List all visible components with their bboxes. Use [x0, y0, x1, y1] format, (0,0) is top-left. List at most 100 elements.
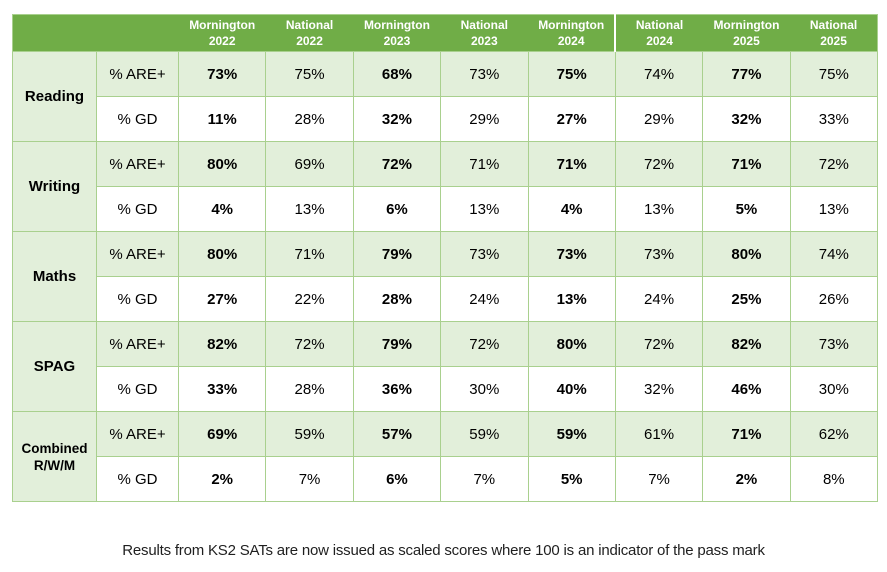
value-cell: 75% [789, 51, 879, 97]
header-col-national-2022: National 2022 [265, 14, 354, 52]
value-cell: 33% [177, 366, 267, 412]
measure-label: % ARE+ [96, 141, 179, 187]
value-cell: 62% [789, 411, 879, 457]
value-cell: 59% [440, 411, 529, 457]
value-cell: 5% [702, 186, 791, 232]
header-col-national-2023: National 2023 [440, 14, 528, 52]
header-col-national-2024: National 2024 [614, 14, 703, 52]
value-cell: 73% [440, 51, 529, 97]
value-cell: 73% [527, 231, 616, 277]
header-school-label: National [809, 18, 858, 32]
header-row: Mornington 2022 National 2022 Mornington… [12, 14, 878, 52]
value-cell: 71% [702, 141, 791, 187]
measure-label: % ARE+ [96, 231, 179, 277]
value-cell: 57% [352, 411, 442, 457]
value-cell: 72% [265, 321, 354, 367]
value-cell: 29% [614, 96, 704, 142]
value-cell: 13% [440, 186, 529, 232]
ks2-results-table: Mornington 2022 National 2022 Mornington… [12, 14, 879, 502]
value-cell: 75% [265, 51, 354, 97]
value-cell: 36% [352, 366, 442, 412]
header-col-national-2025: National 2025 [790, 14, 878, 52]
table-row-writing-gd: % GD 4% 13% 6% 13% 4% 13% 5% 13% [13, 186, 879, 232]
subject-cell-spag: SPAG [12, 321, 97, 412]
header-school-label: National [285, 18, 334, 32]
header-year-label: 2024 [646, 34, 673, 48]
value-cell: 46% [702, 366, 791, 412]
value-cell: 73% [440, 231, 529, 277]
measure-label: % GD [96, 186, 179, 232]
header-year-label: 2022 [296, 34, 323, 48]
value-cell: 72% [614, 141, 704, 187]
header-school-label: Mornington [713, 18, 780, 32]
measure-label: % GD [96, 276, 179, 322]
measure-label: % ARE+ [96, 51, 179, 97]
header-school-label: Mornington [538, 18, 605, 32]
header-school-label: National [635, 18, 684, 32]
value-cell: 79% [352, 231, 442, 277]
value-cell: 6% [352, 456, 442, 502]
value-cell: 13% [527, 276, 616, 322]
value-cell: 32% [614, 366, 704, 412]
value-cell: 69% [265, 141, 354, 187]
caption-text: Results from KS2 SATs are now issued as … [122, 542, 765, 559]
value-cell: 80% [702, 231, 791, 277]
value-cell: 13% [614, 186, 704, 232]
value-cell: 6% [352, 186, 442, 232]
value-cell: 30% [789, 366, 879, 412]
value-cell: 68% [352, 51, 442, 97]
value-cell: 75% [527, 51, 616, 97]
value-cell: 28% [352, 276, 442, 322]
table-row-maths-gd: % GD 27% 22% 28% 24% 13% 24% 25% 26% [13, 276, 879, 322]
value-cell: 11% [177, 96, 267, 142]
value-cell: 2% [702, 456, 791, 502]
table-row-writing-are: Writing % ARE+ 80% 69% 72% 71% 71% 72% 7… [12, 141, 879, 232]
subject-cell-combined-rwm: Combined R/W/M [12, 411, 97, 502]
value-cell: 71% [527, 141, 616, 187]
header-col-mornington-2024: Mornington 2024 [528, 14, 616, 52]
value-cell: 72% [614, 321, 704, 367]
header-col-mornington-2025: Mornington 2025 [702, 14, 791, 52]
value-cell: 28% [265, 366, 354, 412]
value-cell: 77% [702, 51, 791, 97]
value-cell: 2% [177, 456, 267, 502]
value-cell: 80% [177, 231, 267, 277]
value-cell: 4% [527, 186, 616, 232]
header-col-mornington-2022: Mornington 2022 [178, 14, 266, 52]
table-row-maths-are: Maths % ARE+ 80% 71% 79% 73% 73% 73% 80%… [12, 231, 879, 322]
table-row-spag-gd: % GD 33% 28% 36% 30% 40% 32% 46% 30% [13, 366, 879, 412]
value-cell: 80% [527, 321, 616, 367]
header-year-label: 2023 [470, 34, 498, 48]
value-cell: 22% [265, 276, 354, 322]
header-col-mornington-2023: Mornington 2023 [353, 14, 441, 52]
value-cell: 30% [440, 366, 529, 412]
header-school-label: Mornington [189, 18, 256, 32]
value-cell: 29% [440, 96, 529, 142]
header-year-label: 2024 [557, 34, 585, 48]
value-cell: 71% [265, 231, 354, 277]
value-cell: 82% [702, 321, 791, 367]
header-school-label: National [460, 18, 508, 32]
value-cell: 7% [265, 456, 354, 502]
value-cell: 72% [440, 321, 529, 367]
value-cell: 27% [177, 276, 267, 322]
value-cell: 61% [614, 411, 704, 457]
measure-label: % ARE+ [96, 411, 179, 457]
header-school-label: Mornington [363, 18, 430, 32]
value-cell: 80% [177, 141, 267, 187]
value-cell: 71% [702, 411, 791, 457]
value-cell: 73% [614, 231, 704, 277]
value-cell: 59% [265, 411, 354, 457]
value-cell: 7% [440, 456, 529, 502]
value-cell: 73% [789, 321, 879, 367]
header-year-label: 2023 [383, 34, 411, 48]
value-cell: 72% [789, 141, 879, 187]
value-cell: 24% [440, 276, 529, 322]
value-cell: 4% [177, 186, 267, 232]
value-cell: 71% [440, 141, 529, 187]
header-year-label: 2025 [820, 34, 847, 48]
measure-label: % GD [96, 456, 179, 502]
value-cell: 13% [789, 186, 879, 232]
header-year-label: 2022 [208, 34, 236, 48]
